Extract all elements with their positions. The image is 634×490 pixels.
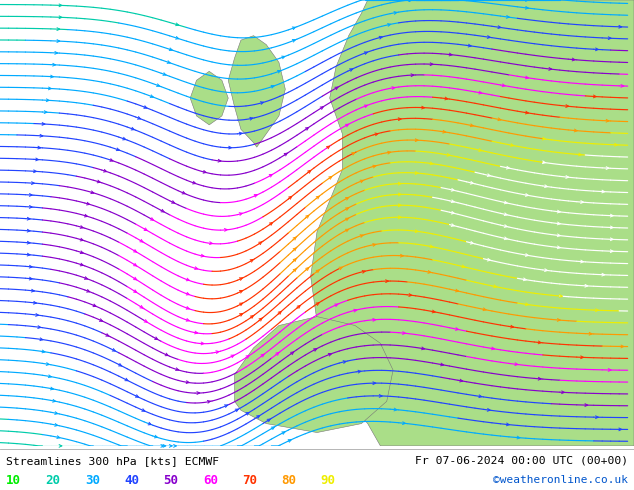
Text: 30: 30 [85, 474, 100, 487]
Text: 70: 70 [242, 474, 257, 487]
Text: 50: 50 [164, 474, 179, 487]
Text: ©weatheronline.co.uk: ©weatheronline.co.uk [493, 475, 628, 485]
Polygon shape [311, 0, 634, 446]
Text: 80: 80 [281, 474, 297, 487]
Text: 60: 60 [203, 474, 218, 487]
Text: Streamlines 300 hPa [kts] ECMWF: Streamlines 300 hPa [kts] ECMWF [6, 456, 219, 466]
Polygon shape [228, 36, 285, 147]
Polygon shape [190, 72, 228, 125]
Text: 10: 10 [6, 474, 22, 487]
Text: 90: 90 [321, 474, 336, 487]
Text: 40: 40 [124, 474, 139, 487]
Text: 20: 20 [46, 474, 61, 487]
Polygon shape [235, 317, 393, 433]
Text: Fr 07-06-2024 00:00 UTC (00+00): Fr 07-06-2024 00:00 UTC (00+00) [415, 456, 628, 466]
Text: >100: >100 [360, 474, 390, 487]
